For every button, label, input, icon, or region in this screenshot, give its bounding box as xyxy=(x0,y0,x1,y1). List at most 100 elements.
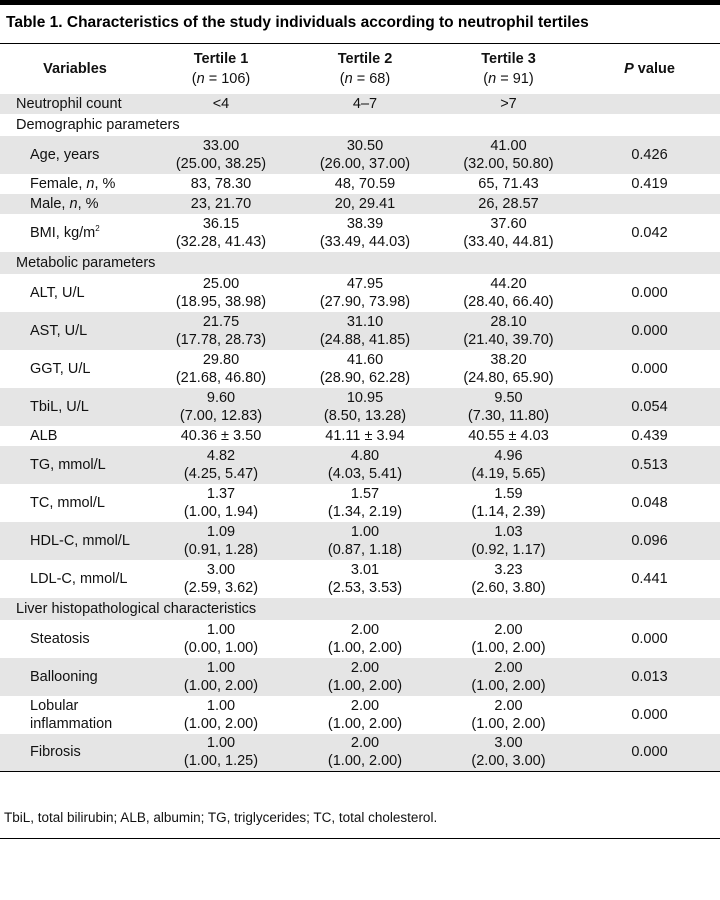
row-label: HDL-C, mmol/L xyxy=(30,532,130,549)
row-hdl: HDL-C, mmol/L 1.09 (0.91, 1.28) 1.00 (0.87… xyxy=(0,521,720,560)
cell-p-value xyxy=(579,94,720,114)
cell-tertile-1: 1.00 (1.00, 2.00) xyxy=(183,659,259,694)
cell-tertile-3: 4.96 (4.19, 5.65) xyxy=(471,447,546,482)
row-label: ALB xyxy=(30,427,58,444)
row-ballooning: Ballooning 1.00 (1.00, 2.00) 2.00 (1.00, 2… xyxy=(0,657,720,696)
row-neutrophil-count: Neutrophil count <4 4–7 >7 xyxy=(0,93,720,114)
cell-tertile-3: 9.50 (7.30, 11.80) xyxy=(467,389,550,424)
cell-tertile-2: 2.00 (1.00, 2.00) xyxy=(327,659,403,694)
cell-tertile-1: 3.00 (2.59, 3.62) xyxy=(183,561,259,596)
row-steatosis: Steatosis 1.00 (0.00, 1.00) 2.00 (1.00, 2.… xyxy=(0,620,720,658)
bottom-rule xyxy=(0,838,720,839)
section-liver: Liver histopathological characteristics xyxy=(0,597,720,620)
row-lobular-inflammation: Lobular inflammation 1.00 (1.00, 2.00) 2.0… xyxy=(0,696,720,734)
row-label: ALT, U/L xyxy=(30,284,85,301)
cell-tertile-3: 3.23 (2.60, 3.80) xyxy=(471,561,546,596)
cell-p-value: 0.042 xyxy=(631,224,668,241)
cell-tertile-2: 4–7 xyxy=(352,95,378,112)
cell-p-value: 0.000 xyxy=(631,284,668,301)
header-tertile-3: Tertile 3 (n = 91) xyxy=(481,50,536,87)
cell-p-value: 0.513 xyxy=(631,456,668,473)
cell-tertile-3: 44.20 (28.40, 66.40) xyxy=(463,275,554,310)
cell-tertile-2: 20, 29.41 xyxy=(334,195,396,212)
row-label: Ballooning xyxy=(30,668,98,685)
cell-tertile-3: 28.10 (21.40, 39.70) xyxy=(463,313,554,348)
cell-tertile-3: 65, 71.43 xyxy=(478,175,539,192)
cell-tertile-3: 37.60 (33.40, 44.81) xyxy=(463,215,554,250)
cell-tertile-3: 41.00 (32.00, 50.80) xyxy=(463,137,554,172)
row-tbil: TbiL, U/L 9.60 (7.00, 12.83) 10.95 (8.50, … xyxy=(0,387,720,426)
cell-p-value: 0.000 xyxy=(631,322,668,339)
cell-p-value: 0.426 xyxy=(631,146,668,163)
row-alb: ALB 40.36 ± 3.50 41.11 ± 3.94 40.55 ± 4.… xyxy=(0,426,720,446)
cell-tertile-2: 31.10 (24.88, 41.85) xyxy=(319,313,411,348)
cell-tertile-1: 40.36 ± 3.50 xyxy=(180,427,262,444)
cell-p-value: 0.441 xyxy=(631,570,668,587)
cell-tertile-1: 9.60 (7.00, 12.83) xyxy=(179,389,263,424)
cell-tertile-1: 83, 78.30 xyxy=(190,175,252,192)
row-label: TG, mmol/L xyxy=(30,456,106,473)
row-label: LDL-C, mmol/L xyxy=(30,570,128,587)
cell-tertile-1: 1.09 (0.91, 1.28) xyxy=(183,523,259,558)
row-label: Lobular inflammation xyxy=(30,697,113,732)
row-tg: TG, mmol/L 4.82 (4.25, 5.47) 4.80 (4.03, 5… xyxy=(0,445,720,484)
cell-tertile-1: 23, 21.70 xyxy=(190,195,252,212)
cell-tertile-3: 40.55 ± 4.03 xyxy=(468,427,549,444)
cell-tertile-2: 2.00 (1.00, 2.00) xyxy=(327,735,403,770)
cell-tertile-3: 1.59 (1.14, 2.39) xyxy=(471,485,546,520)
row-label: Neutrophil count xyxy=(16,95,122,112)
cell-tertile-2: 1.57 (1.34, 2.19) xyxy=(327,485,403,520)
row-label: Male, n, % xyxy=(30,195,99,212)
header-p-value: P value xyxy=(624,60,675,77)
row-label: TbiL, U/L xyxy=(30,398,89,415)
cell-tertile-2: 2.00 (1.00, 2.00) xyxy=(327,697,403,732)
cell-p-value: 0.000 xyxy=(631,360,668,377)
cell-tertile-1: 29.80 (21.68, 46.80) xyxy=(175,351,267,386)
cell-tertile-1: <4 xyxy=(212,95,230,112)
table-container: Variables Tertile 1 (n = 106) Tertile 2 (n… xyxy=(0,43,720,772)
section-title: Demographic parameters xyxy=(16,116,180,133)
cell-p-value xyxy=(579,194,720,214)
row-label: BMI, kg/m2 xyxy=(30,223,100,241)
cell-tertile-2: 10.95 (8.50, 13.28) xyxy=(323,389,407,424)
top-rule xyxy=(0,0,720,5)
cell-tertile-1: 33.00 (25.00, 38.25) xyxy=(175,137,267,172)
cell-tertile-2: 2.00 (1.00, 2.00) xyxy=(327,621,403,656)
row-label: GGT, U/L xyxy=(30,360,91,377)
section-title: Metabolic parameters xyxy=(16,254,156,271)
header-variables: Variables xyxy=(43,60,107,77)
row-label: TC, mmol/L xyxy=(30,494,105,511)
cell-tertile-2: 41.60 (28.90, 62.28) xyxy=(319,351,411,386)
row-age: Age, years 33.00 (25.00, 38.25) 30.50 (26.… xyxy=(0,135,720,174)
cell-p-value: 0.000 xyxy=(631,744,668,761)
cell-tertile-3: 2.00 (1.00, 2.00) xyxy=(471,697,546,732)
cell-tertile-1: 1.37 (1.00, 1.94) xyxy=(183,485,259,520)
section-title: Liver histopathological characteristics xyxy=(16,600,257,617)
section-metabolic: Metabolic parameters xyxy=(0,251,720,274)
cell-tertile-1: 1.00 (1.00, 2.00) xyxy=(183,697,259,732)
cell-p-value: 0.054 xyxy=(631,398,668,415)
header-tertile-1: Tertile 1 (n = 106) xyxy=(191,50,251,87)
cell-p-value: 0.048 xyxy=(631,494,668,511)
header-tertile-2: Tertile 2 (n = 68) xyxy=(337,50,393,87)
cell-tertile-3: 1.03 (0.92, 1.17) xyxy=(471,523,546,558)
cell-tertile-1: 1.00 (0.00, 1.00) xyxy=(183,621,259,656)
row-ast: AST, U/L 21.75 (17.78, 28.73) 31.10 (24.88… xyxy=(0,311,720,350)
cell-tertile-2: 1.00 (0.87, 1.18) xyxy=(327,523,403,558)
cell-tertile-3: 38.20 (24.80, 65.90) xyxy=(463,351,554,386)
cell-tertile-2: 30.50 (26.00, 37.00) xyxy=(319,137,411,172)
cell-p-value: 0.013 xyxy=(631,668,668,685)
cell-tertile-3: 2.00 (1.00, 2.00) xyxy=(471,659,546,694)
cell-tertile-2: 41.11 ± 3.94 xyxy=(325,427,405,444)
cell-tertile-1: 25.00 (18.95, 38.98) xyxy=(175,275,267,310)
table-caption: Table 1. Characteristics of the study in… xyxy=(6,14,589,31)
cell-tertile-2: 38.39 (33.49, 44.03) xyxy=(319,215,411,250)
cell-tertile-1: 21.75 (17.78, 28.73) xyxy=(175,313,267,348)
cell-tertile-2: 4.80 (4.03, 5.41) xyxy=(327,447,403,482)
row-ldl: LDL-C, mmol/L 3.00 (2.59, 3.62) 3.01 (2.53… xyxy=(0,560,720,598)
row-male: Male, n, % 23, 21.70 20, 29.41 26, 28.57 xyxy=(0,193,720,214)
row-tc: TC, mmol/L 1.37 (1.00, 1.94) 1.57 (1.34, 2… xyxy=(0,484,720,522)
cell-tertile-1: 1.00 (1.00, 1.25) xyxy=(183,735,259,770)
cell-tertile-2: 47.95 (27.90, 73.98) xyxy=(319,275,411,310)
cell-p-value: 0.439 xyxy=(631,427,668,444)
